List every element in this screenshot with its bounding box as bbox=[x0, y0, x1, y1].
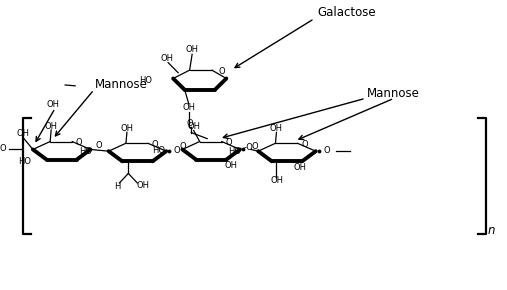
Text: HO: HO bbox=[18, 157, 30, 166]
Text: O: O bbox=[301, 140, 308, 149]
Text: OH: OH bbox=[16, 129, 29, 138]
Text: OH: OH bbox=[46, 100, 59, 109]
Text: OH: OH bbox=[187, 122, 200, 131]
Text: HO: HO bbox=[79, 147, 92, 156]
Text: O: O bbox=[180, 142, 187, 151]
Text: Mannose: Mannose bbox=[95, 78, 148, 91]
Text: Galactose: Galactose bbox=[317, 6, 376, 19]
Text: O: O bbox=[226, 138, 232, 147]
Text: OH: OH bbox=[161, 54, 174, 64]
Text: HO: HO bbox=[153, 146, 165, 155]
Text: O: O bbox=[251, 142, 258, 151]
Text: Mannose: Mannose bbox=[367, 86, 420, 99]
Text: OH: OH bbox=[45, 122, 58, 131]
Text: OH: OH bbox=[121, 124, 133, 133]
Text: HO: HO bbox=[228, 147, 241, 156]
Text: OH: OH bbox=[186, 46, 199, 55]
Text: OH: OH bbox=[293, 163, 306, 172]
Text: -O: -O bbox=[244, 143, 254, 152]
Text: O: O bbox=[76, 138, 82, 147]
Text: OH: OH bbox=[225, 161, 238, 170]
Text: n: n bbox=[488, 224, 495, 237]
Text: H: H bbox=[114, 182, 121, 191]
Text: O: O bbox=[95, 141, 102, 150]
Text: O: O bbox=[152, 140, 158, 149]
Text: O: O bbox=[187, 119, 194, 128]
Text: HO: HO bbox=[139, 76, 152, 85]
Text: O: O bbox=[0, 144, 6, 153]
Text: OH: OH bbox=[182, 103, 195, 112]
Text: O: O bbox=[219, 67, 225, 76]
Text: O: O bbox=[323, 146, 330, 155]
Text: OH: OH bbox=[270, 176, 283, 186]
Text: OH: OH bbox=[270, 124, 283, 133]
Text: O: O bbox=[174, 146, 180, 155]
Text: OH: OH bbox=[137, 181, 150, 190]
